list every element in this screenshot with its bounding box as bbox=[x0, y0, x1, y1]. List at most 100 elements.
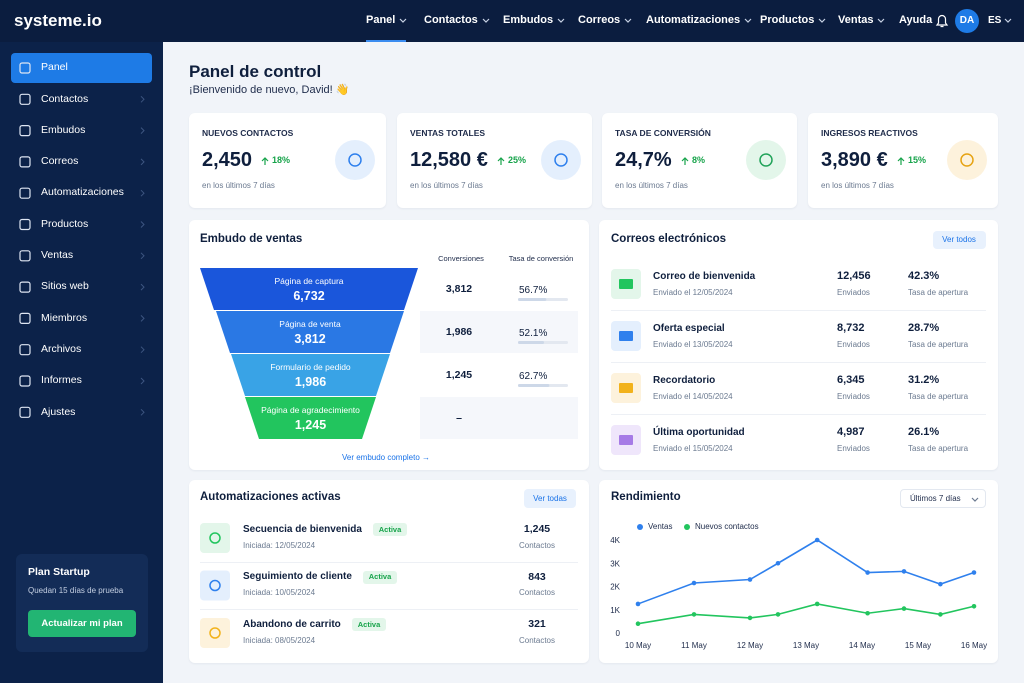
email-sent-label: Enviados bbox=[837, 287, 870, 297]
automations-title: Automatizaciones activas bbox=[200, 490, 341, 503]
automation-status: Activa bbox=[357, 619, 381, 629]
avatar[interactable] bbox=[955, 9, 979, 33]
funnel-row-bg bbox=[420, 311, 578, 353]
automation-count: 321 bbox=[528, 618, 546, 631]
email-rate-label: Tasa de apertura bbox=[908, 339, 969, 349]
automation-date: Iniciada: 10/05/2024 bbox=[243, 588, 316, 598]
sidebar-item[interactable]: Correos bbox=[41, 155, 79, 168]
separator bbox=[200, 609, 578, 610]
sidebar-item[interactable]: Embudos bbox=[41, 123, 86, 136]
email-name: Oferta especial bbox=[653, 322, 725, 334]
chart-title: Rendimiento bbox=[611, 490, 681, 503]
automation-name: Secuencia de bienvenida bbox=[243, 523, 362, 535]
nav-item[interactable]: Productos bbox=[760, 13, 815, 26]
stat-change: 8% bbox=[692, 155, 706, 166]
email-sent: 8,732 bbox=[837, 321, 865, 334]
funnel-rate: 52.1% bbox=[519, 327, 548, 339]
funnel-stage-name: Página de captura bbox=[274, 276, 344, 287]
stat-label: INGRESOS REACTIVOS bbox=[821, 128, 918, 139]
lang[interactable]: ES bbox=[988, 14, 1002, 26]
nav-item[interactable]: Correos bbox=[578, 13, 621, 26]
plan-button[interactable] bbox=[28, 610, 136, 637]
nav-item[interactable]: Embudos bbox=[503, 13, 554, 26]
separator bbox=[611, 362, 986, 363]
sidebar-item[interactable]: Miembros bbox=[41, 311, 88, 324]
email-sent-label: Enviados bbox=[837, 443, 870, 453]
page-welcome: ¡Bienvenido de nuevo, David! 👋 bbox=[189, 83, 350, 96]
header bbox=[0, 0, 1024, 42]
email-name: Recordatorio bbox=[653, 374, 716, 386]
stat-label: TASA DE CONVERSIÓN bbox=[615, 128, 711, 139]
funnel-conversions: 1,986 bbox=[445, 326, 473, 339]
separator bbox=[611, 310, 986, 311]
email-rate: 26.1% bbox=[908, 425, 940, 438]
nav-help[interactable]: Ayuda bbox=[899, 13, 933, 26]
sidebar-item[interactable]: Panel bbox=[41, 61, 68, 74]
stat-period: en los últimos 7 días bbox=[202, 180, 275, 190]
email-rate: 42.3% bbox=[908, 269, 940, 282]
plan-button-text: Actualizar mi plan bbox=[41, 617, 123, 629]
plan-title: Plan Startup bbox=[28, 566, 90, 579]
funnel-conversions: 1,245 bbox=[445, 369, 473, 382]
emails-card bbox=[599, 220, 998, 470]
emails-title: Correos electrónicos bbox=[611, 232, 727, 245]
sidebar-item[interactable]: Contactos bbox=[41, 92, 89, 105]
legend-label: Nuevos contactos bbox=[695, 521, 759, 531]
funnel-rate: 62.7% bbox=[519, 370, 548, 382]
email-sent: 4,987 bbox=[837, 425, 865, 438]
stat-label: VENTAS TOTALES bbox=[410, 128, 486, 139]
sidebar-active bbox=[11, 53, 152, 83]
automations-button-text: Ver todas bbox=[533, 493, 567, 503]
nav-item[interactable]: Ventas bbox=[838, 13, 874, 26]
funnel-stage-value: 3,812 bbox=[294, 332, 326, 347]
automation-name: Seguimiento de cliente bbox=[243, 571, 352, 582]
logo: systeme.io bbox=[14, 10, 102, 30]
funnel-title: Embudo de ventas bbox=[200, 232, 303, 245]
stat-value: 2,450 bbox=[202, 149, 253, 171]
email-date: Enviado el 12/05/2024 bbox=[653, 287, 733, 297]
funnel-col: Tasa de conversión bbox=[508, 253, 574, 263]
automation-count: 1,245 bbox=[523, 523, 551, 536]
sidebar-item[interactable]: Sitios web bbox=[41, 280, 89, 293]
stat-change: 15% bbox=[908, 155, 927, 166]
stat-label: NUEVOS CONTACTOS bbox=[202, 128, 294, 139]
nav-item[interactable]: Automatizaciones bbox=[646, 13, 741, 26]
automation-name: Abandono de carrito bbox=[243, 618, 341, 630]
legend-label: Ventas bbox=[648, 521, 673, 531]
range-select[interactable] bbox=[900, 489, 986, 508]
email-sent: 6,345 bbox=[837, 373, 865, 386]
email-date: Enviado el 13/05/2024 bbox=[653, 339, 733, 349]
avatar-text: DA bbox=[959, 14, 975, 26]
emails-button[interactable] bbox=[933, 231, 986, 249]
email-name: Última oportunidad bbox=[653, 426, 745, 438]
plan-subtitle: Quedan 15 días de prueba bbox=[28, 585, 124, 595]
email-rate-label: Tasa de apertura bbox=[908, 391, 969, 401]
stat-period: en los últimos 7 días bbox=[821, 180, 894, 190]
sidebar-item[interactable]: Archivos bbox=[41, 342, 82, 355]
automation-status: Activa bbox=[378, 524, 402, 534]
stat-change: 25% bbox=[508, 155, 527, 166]
sidebar-item[interactable]: Ajustes bbox=[41, 405, 76, 418]
sidebar-item[interactable]: Productos bbox=[41, 217, 89, 230]
nav-item[interactable]: Panel bbox=[366, 13, 396, 26]
automation-count-label: Contactos bbox=[518, 635, 556, 645]
automations-button[interactable] bbox=[524, 489, 576, 508]
separator bbox=[200, 561, 578, 563]
sidebar-item[interactable]: Ventas bbox=[41, 249, 74, 262]
funnel-col: Conversiones bbox=[438, 253, 484, 263]
email-rate-label: Tasa de apertura bbox=[908, 443, 969, 453]
stat-value: 3,890 € bbox=[821, 149, 888, 171]
automation-count-label: Contactos bbox=[518, 540, 556, 550]
automation-status: Activa bbox=[368, 572, 392, 582]
separator bbox=[611, 414, 986, 415]
emails-button-text: Ver todos bbox=[942, 234, 976, 244]
email-rate: 28.7% bbox=[908, 321, 940, 334]
funnel-link[interactable]: Ver embudo completo → bbox=[341, 452, 431, 462]
nav-active-underline bbox=[366, 40, 406, 42]
sidebar-item[interactable]: Automatizaciones bbox=[41, 186, 124, 199]
sidebar-item[interactable]: Informes bbox=[41, 374, 82, 387]
funnel-stage-value: 6,732 bbox=[293, 289, 325, 304]
email-sent-label: Enviados bbox=[837, 391, 870, 401]
nav-item[interactable]: Contactos bbox=[424, 13, 478, 26]
